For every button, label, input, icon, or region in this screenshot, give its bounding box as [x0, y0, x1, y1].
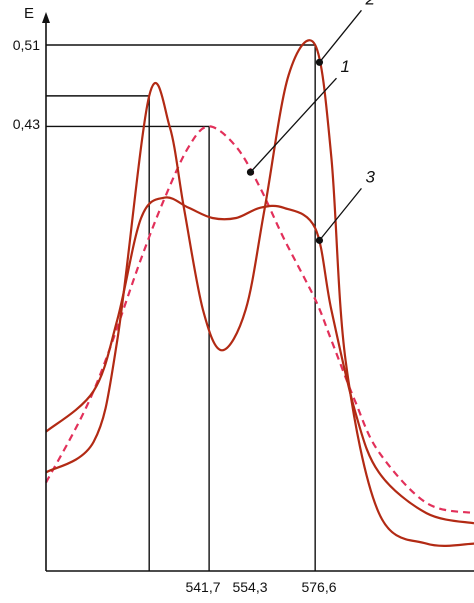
y-axis-title: E	[24, 5, 34, 22]
axes: E	[24, 5, 474, 572]
curve-label-3: 3	[365, 167, 375, 186]
annotation-marker	[315, 236, 324, 244]
annotation-marker	[246, 168, 255, 176]
curve-annotations: 1 2 3	[246, 0, 375, 244]
annotation-leader-line	[318, 9, 362, 63]
curve-label-1: 1	[340, 57, 349, 76]
x-tick-label: 541,7	[185, 579, 220, 595]
annotation-leader-line	[250, 77, 337, 173]
y-axis-arrow-icon	[42, 12, 50, 23]
y-tick-label: 0,51	[13, 37, 40, 53]
y-tick-labels: 0,51 0,43	[13, 37, 40, 132]
reference-lines	[46, 44, 316, 571]
x-tick-label: 554,3	[232, 579, 267, 595]
x-tick-labels: 541,7 554,3 576,6	[185, 579, 336, 595]
spectrum-curve-3	[45, 196, 474, 525]
annotation-marker	[315, 58, 324, 66]
curve-label-2: 2	[364, 0, 375, 8]
spectrum-curve-2	[45, 39, 474, 547]
y-tick-label: 0,43	[13, 116, 40, 132]
spectrum-curve-1	[45, 125, 474, 515]
x-tick-label: 576,6	[301, 579, 336, 595]
spectrum-curves	[45, 39, 474, 547]
annotation-leader-line	[318, 187, 362, 241]
